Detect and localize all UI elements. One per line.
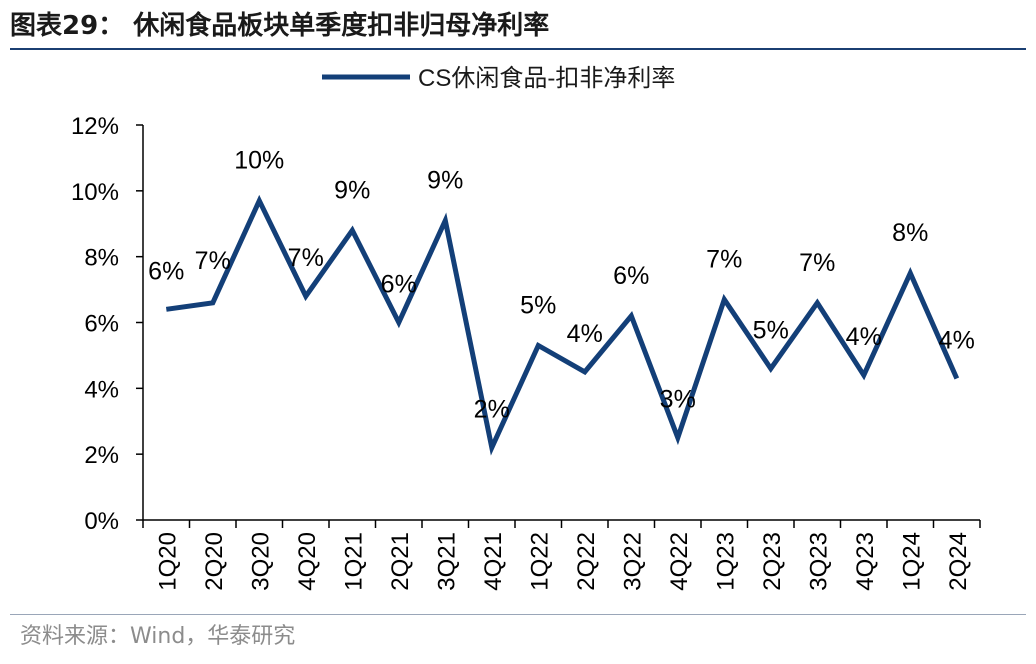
x-tick-label: 4Q20 — [294, 532, 321, 591]
y-tick-label: 2% — [84, 442, 119, 469]
series-group — [165, 194, 960, 456]
data-label: 7% — [195, 247, 231, 275]
x-tick-label: 3Q21 — [433, 532, 460, 591]
data-label: 6% — [613, 262, 649, 290]
data-label: 7% — [799, 249, 835, 277]
line-chart: CS休闲食品-扣非净利率 0% 2% 4% 6% 8% 10% 12% 1Q20 2Q20 3Q… — [71, 65, 981, 591]
x-tick-label: 2Q22 — [573, 532, 600, 591]
y-tick-label: 0% — [84, 508, 119, 535]
title-divider — [10, 48, 1026, 50]
x-tick-label: 2Q20 — [201, 532, 228, 591]
x-tick-label: 3Q22 — [619, 532, 646, 591]
data-label: 4% — [846, 323, 882, 351]
data-label: 10% — [234, 147, 284, 175]
figure-title: 图表29： 休闲食品板块单季度扣非归母净利率 — [10, 11, 550, 41]
source-note: 资料来源：Wind，华泰研究 — [20, 624, 296, 649]
x-tick-label: 1Q24 — [898, 532, 925, 591]
legend-label: CS休闲食品-扣非净利率 — [418, 65, 675, 92]
x-axis: 1Q20 2Q20 3Q20 4Q20 1Q21 2Q21 3Q21 4Q21 1Q22 2Q22… — [142, 519, 981, 591]
y-tick-label: 12% — [71, 113, 119, 140]
data-label: 7% — [706, 245, 742, 273]
x-tick-label: 1Q22 — [526, 532, 553, 591]
y-tick-label: 10% — [71, 179, 119, 206]
data-label: 6% — [381, 271, 417, 299]
x-tick-label: 1Q23 — [712, 532, 739, 591]
x-tick-label: 2Q24 — [945, 532, 972, 591]
data-label: 7% — [288, 244, 324, 272]
data-label: 4% — [939, 326, 975, 354]
data-label: 5% — [520, 292, 556, 320]
x-tick-label: 1Q20 — [154, 532, 181, 591]
data-label: 4% — [567, 320, 603, 348]
data-label: 2% — [474, 396, 510, 424]
x-tick-label: 3Q23 — [805, 532, 832, 591]
data-label: 9% — [334, 176, 370, 204]
footer-divider — [10, 614, 1026, 615]
x-tick-label: 2Q21 — [387, 532, 414, 591]
x-tick-label: 2Q23 — [759, 532, 786, 591]
y-tick-label: 6% — [84, 311, 119, 338]
data-labels: 6% 7% 10% 7% 9% 6% 9% 2% 5% 4% 6% 3% 7% 5% 7% 4% 8% 4% — [148, 147, 975, 424]
data-label: 5% — [753, 317, 789, 345]
y-axis: 0% 2% 4% 6% 8% 10% 12% — [71, 113, 144, 535]
x-tick-label: 3Q20 — [247, 532, 274, 591]
series-line — [165, 194, 960, 456]
data-label: 6% — [148, 257, 184, 285]
data-label: 8% — [892, 219, 928, 247]
data-label: 3% — [660, 386, 696, 414]
x-tick-label: 4Q21 — [480, 532, 507, 591]
y-tick-label: 4% — [84, 376, 119, 403]
data-label: 9% — [427, 166, 463, 194]
legend: CS休闲食品-扣非净利率 — [322, 65, 675, 92]
x-tick-label: 1Q21 — [340, 532, 367, 591]
x-tick-label: 4Q23 — [852, 532, 879, 591]
x-tick-label: 4Q22 — [666, 532, 693, 591]
y-tick-label: 8% — [84, 245, 119, 272]
